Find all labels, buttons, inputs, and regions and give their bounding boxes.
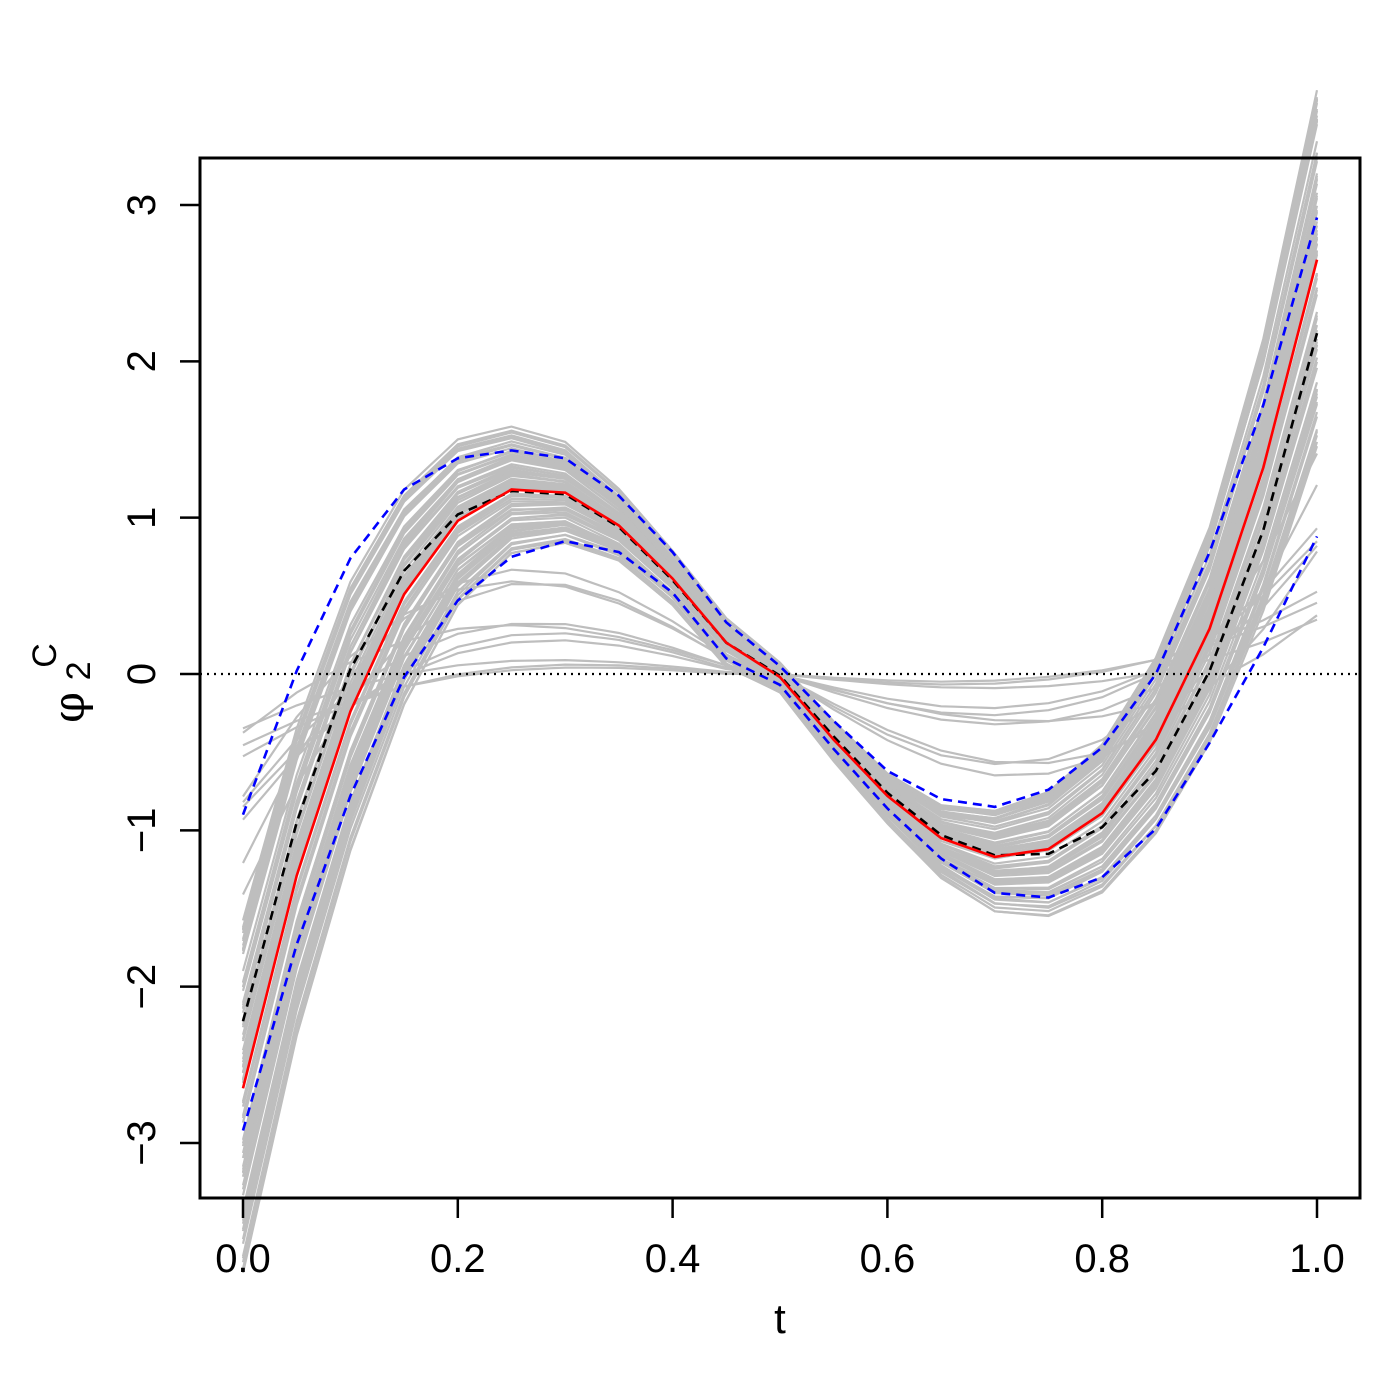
x-tick-label: 0.2: [430, 1237, 486, 1281]
bootstrap-curve: [241, 344, 1319, 1174]
lower-band-curve: [241, 535, 1319, 1131]
estimate-curve: [241, 259, 1319, 1089]
y-tick-label: 1: [120, 507, 164, 529]
bootstrap-curve: [241, 396, 1319, 1224]
bootstrap-curve: [241, 102, 1319, 934]
axes: [198, 156, 1362, 1200]
y-tick-label: −3: [120, 1120, 164, 1166]
y-tick-label: 2: [120, 350, 164, 372]
bootstrap-curve: [241, 344, 1319, 1173]
y-axis-label-superscript: C: [26, 643, 64, 668]
bootstrap-curve: [241, 205, 1319, 1036]
series-lines: [241, 217, 1319, 1131]
tick-marks-and-labels: 0.0 0.2 0.4 0.6 0.8 1.0 −3 −2 −1 0 1 2 3: [120, 194, 1345, 1281]
bootstrap-curve: [241, 428, 1319, 1257]
bootstrap-curve: [241, 381, 1319, 1210]
svg-text:φ 2 C: φ 2 C: [26, 643, 99, 723]
y-axis-label-symbol: φ: [44, 692, 95, 723]
x-axis-label: t: [774, 1295, 786, 1342]
y-tick-label: −1: [120, 807, 164, 853]
y-tick-label: −2: [120, 964, 164, 1010]
y-tick-label: 3: [120, 194, 164, 216]
bootstrap-curve: [241, 183, 1319, 1014]
bootstrap-curves: [241, 89, 1319, 1274]
plot-frame: [198, 156, 1362, 1200]
x-tick-label: 0.0: [215, 1237, 271, 1281]
y-axis-label: φ 2 C: [26, 643, 99, 723]
x-tick-label: 0.8: [1074, 1237, 1130, 1281]
x-tick-label: 1.0: [1289, 1237, 1345, 1281]
y-axis-label-subscript: 2: [60, 661, 98, 680]
x-tick-label: 0.6: [860, 1237, 916, 1281]
y-tick-label: 0: [120, 663, 164, 685]
bootstrap-curve: [241, 175, 1319, 1006]
x-tick-label: 0.4: [645, 1237, 701, 1281]
